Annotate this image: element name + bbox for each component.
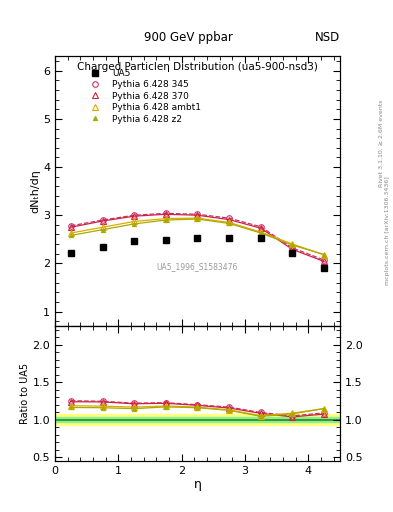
Pythia 6.428 345 [163, 210, 168, 217]
Pythia 6.428 ambt1 [259, 229, 263, 235]
UA5 [163, 237, 168, 243]
Pythia 6.428 345 [195, 211, 200, 217]
Pythia 6.428 370 [195, 212, 200, 218]
UA5 [259, 236, 263, 242]
Text: 900 GeV ppbar: 900 GeV ppbar [144, 31, 233, 44]
Line: Pythia 6.428 z2: Pythia 6.428 z2 [69, 217, 326, 257]
Pythia 6.428 z2 [163, 217, 168, 223]
Text: Charged Particleη Distribution (ua5-900-nsd3): Charged Particleη Distribution (ua5-900-… [77, 62, 318, 72]
Line: UA5: UA5 [67, 235, 328, 272]
Pythia 6.428 345 [290, 245, 295, 251]
Text: Rivet 3.1.10, ≥ 2.6M events: Rivet 3.1.10, ≥ 2.6M events [379, 100, 384, 187]
UA5 [227, 236, 231, 242]
Line: Pythia 6.428 370: Pythia 6.428 370 [68, 211, 327, 264]
Pythia 6.428 ambt1 [132, 219, 136, 225]
Text: mcplots.cern.ch [arXiv:1306.3436]: mcplots.cern.ch [arXiv:1306.3436] [385, 176, 389, 285]
Pythia 6.428 345 [322, 257, 327, 263]
Pythia 6.428 z2 [68, 232, 73, 239]
Bar [55, 414, 340, 425]
Pythia 6.428 z2 [195, 216, 200, 222]
Pythia 6.428 z2 [227, 220, 231, 226]
Pythia 6.428 345 [259, 224, 263, 230]
Pythia 6.428 370 [68, 224, 73, 230]
Text: UA5_1996_S1583476: UA5_1996_S1583476 [157, 262, 238, 271]
Pythia 6.428 370 [290, 246, 295, 252]
Pythia 6.428 370 [322, 259, 327, 265]
Pythia 6.428 ambt1 [195, 215, 200, 221]
Pythia 6.428 370 [100, 218, 105, 224]
Pythia 6.428 370 [259, 225, 263, 231]
Y-axis label: dNₜh/dη: dNₜh/dη [30, 169, 40, 213]
Line: Pythia 6.428 345: Pythia 6.428 345 [68, 210, 327, 263]
Pythia 6.428 ambt1 [290, 241, 295, 247]
Pythia 6.428 ambt1 [68, 230, 73, 236]
Pythia 6.428 z2 [290, 242, 295, 248]
Pythia 6.428 370 [227, 217, 231, 223]
Pythia 6.428 ambt1 [322, 251, 327, 258]
UA5 [68, 250, 73, 256]
Pythia 6.428 370 [163, 211, 168, 217]
UA5 [100, 244, 105, 250]
Pythia 6.428 z2 [322, 251, 327, 258]
Pythia 6.428 ambt1 [227, 219, 231, 225]
Bar [55, 417, 340, 422]
Pythia 6.428 ambt1 [100, 224, 105, 230]
Pythia 6.428 345 [132, 212, 136, 218]
Text: NSD: NSD [315, 31, 340, 44]
UA5 [290, 250, 295, 257]
Pythia 6.428 345 [100, 217, 105, 223]
Pythia 6.428 z2 [132, 221, 136, 227]
Legend: UA5, Pythia 6.428 345, Pythia 6.428 370, Pythia 6.428 ambt1, Pythia 6.428 z2: UA5, Pythia 6.428 345, Pythia 6.428 370,… [82, 66, 204, 126]
UA5 [195, 236, 200, 242]
Pythia 6.428 ambt1 [163, 216, 168, 222]
Pythia 6.428 345 [227, 215, 231, 221]
Pythia 6.428 z2 [259, 230, 263, 236]
Pythia 6.428 345 [68, 223, 73, 229]
Line: Pythia 6.428 ambt1: Pythia 6.428 ambt1 [68, 216, 327, 258]
Pythia 6.428 370 [132, 213, 136, 219]
Pythia 6.428 z2 [100, 227, 105, 233]
UA5 [132, 238, 136, 244]
X-axis label: η: η [193, 478, 202, 492]
UA5 [322, 265, 327, 271]
Y-axis label: Ratio to UA5: Ratio to UA5 [20, 363, 29, 424]
